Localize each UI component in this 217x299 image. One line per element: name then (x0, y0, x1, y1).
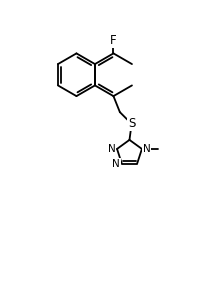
Text: N: N (143, 144, 151, 154)
Text: F: F (110, 34, 117, 47)
Text: S: S (128, 118, 135, 130)
Text: N: N (112, 158, 120, 169)
Text: N: N (108, 144, 116, 154)
